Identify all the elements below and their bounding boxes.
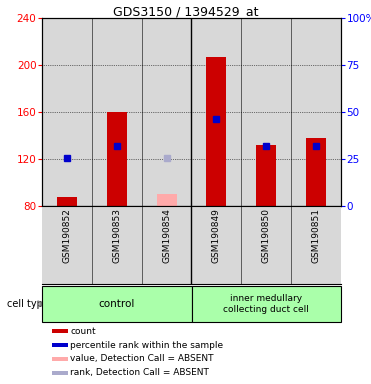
- Text: count: count: [70, 327, 96, 336]
- Bar: [191, 206, 241, 284]
- Text: GDS3150 / 1394529_at: GDS3150 / 1394529_at: [113, 5, 258, 18]
- Text: rank, Detection Call = ABSENT: rank, Detection Call = ABSENT: [70, 368, 209, 377]
- Bar: [92, 18, 142, 206]
- Bar: [42, 206, 92, 284]
- Bar: [191, 18, 241, 206]
- Text: value, Detection Call = ABSENT: value, Detection Call = ABSENT: [70, 354, 214, 363]
- Bar: [142, 206, 191, 284]
- Text: GSM190849: GSM190849: [212, 209, 221, 263]
- Bar: [306, 138, 326, 206]
- Bar: [241, 206, 291, 284]
- Bar: [57, 197, 77, 206]
- Text: inner medullary
collecting duct cell: inner medullary collecting duct cell: [223, 294, 309, 314]
- Text: GSM190854: GSM190854: [162, 209, 171, 263]
- Bar: [206, 57, 226, 206]
- Text: GSM190851: GSM190851: [312, 209, 321, 263]
- Bar: [107, 112, 127, 206]
- Bar: [291, 206, 341, 284]
- Bar: [52, 329, 68, 333]
- Bar: [42, 18, 92, 206]
- Bar: [291, 18, 341, 206]
- Text: control: control: [99, 299, 135, 309]
- Text: GSM190850: GSM190850: [262, 209, 271, 263]
- Bar: [241, 18, 291, 206]
- Text: percentile rank within the sample: percentile rank within the sample: [70, 341, 224, 349]
- Bar: [52, 357, 68, 361]
- Text: GSM190853: GSM190853: [112, 209, 121, 263]
- Text: cell type: cell type: [7, 299, 49, 309]
- Text: GSM190852: GSM190852: [62, 209, 71, 263]
- Bar: [142, 18, 191, 206]
- Bar: [52, 343, 68, 347]
- Bar: [92, 206, 142, 284]
- Bar: [52, 371, 68, 375]
- Bar: [256, 145, 276, 206]
- Bar: [157, 194, 177, 206]
